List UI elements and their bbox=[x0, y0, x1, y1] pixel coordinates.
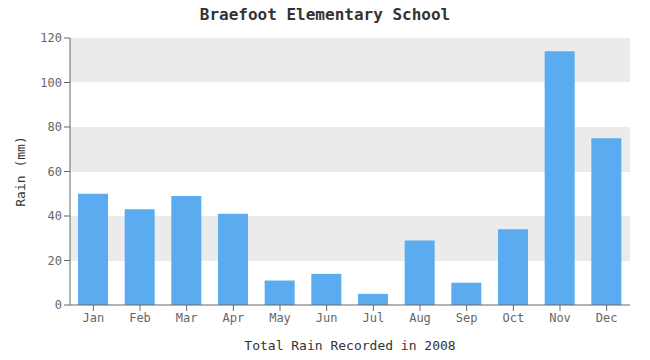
svg-text:Jul: Jul bbox=[362, 311, 384, 325]
svg-text:0: 0 bbox=[55, 298, 62, 312]
svg-text:60: 60 bbox=[48, 165, 62, 179]
svg-text:Dec: Dec bbox=[596, 311, 618, 325]
svg-text:40: 40 bbox=[48, 209, 62, 223]
svg-text:Oct: Oct bbox=[502, 311, 524, 325]
svg-text:80: 80 bbox=[48, 120, 62, 134]
svg-text:Jun: Jun bbox=[316, 311, 338, 325]
svg-text:Apr: Apr bbox=[222, 311, 244, 325]
svg-text:100: 100 bbox=[40, 76, 62, 90]
html-text:Braefoot Elementary School: Braefoot Elementary School bbox=[199, 5, 451, 24]
svg-text:Total Rain Recorded in 2008: Total Rain Recorded in 2008 bbox=[244, 338, 455, 353]
svg-text:Nov: Nov bbox=[549, 311, 571, 325]
svg-text:20: 20 bbox=[48, 254, 62, 268]
svg-text:Jan: Jan bbox=[82, 311, 104, 325]
svg-text:Sep: Sep bbox=[456, 311, 478, 325]
svg-text:Feb: Feb bbox=[129, 311, 151, 325]
svg-text:120: 120 bbox=[40, 31, 62, 45]
svg-text:Mar: Mar bbox=[176, 311, 198, 325]
svg-text:Aug: Aug bbox=[409, 311, 431, 325]
svg-text:Rain (mm): Rain (mm) bbox=[13, 136, 28, 206]
svg-text:May: May bbox=[269, 311, 291, 325]
